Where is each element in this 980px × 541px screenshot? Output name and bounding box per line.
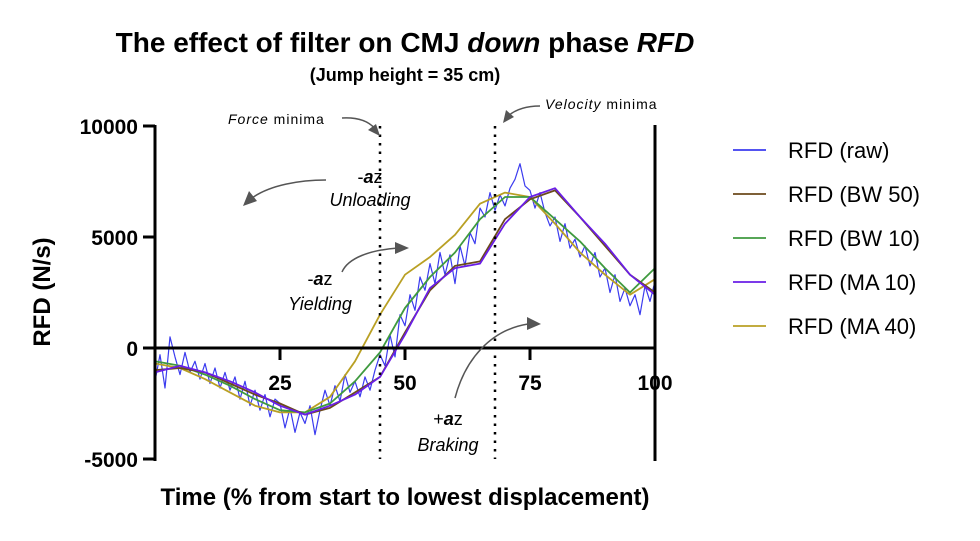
chart-title: The effect of filter on CMJ down phase R… bbox=[116, 27, 695, 58]
legend: RFD (raw) RFD (BW 50) RFD (BW 10) RFD (MA 1… bbox=[733, 138, 920, 339]
braking-arrow bbox=[454, 323, 529, 399]
velocity-minima-label: Velocity minima bbox=[545, 96, 658, 112]
series-line-rfd-ma-40 bbox=[154, 191, 656, 414]
arrowhead-icon bbox=[395, 242, 409, 254]
yielding-arrow bbox=[341, 247, 399, 273]
unloading-arrow bbox=[251, 179, 327, 199]
y-axis-label: RFD (N/s) bbox=[29, 237, 56, 346]
chart-subtitle: (Jump height = 35 cm) bbox=[310, 65, 501, 85]
arrowhead-icon bbox=[527, 317, 541, 330]
x-tick-label: 25 bbox=[268, 372, 292, 395]
arrowhead-icon bbox=[368, 124, 380, 136]
series-line-rfd-ma-10 bbox=[154, 187, 656, 416]
braking-label: Braking bbox=[417, 435, 478, 455]
yielding-label: Yielding bbox=[288, 294, 352, 314]
series-layer bbox=[154, 163, 656, 436]
arrowhead-icon bbox=[243, 191, 257, 206]
legend-label: RFD (BW 10) bbox=[788, 226, 920, 251]
series-line-rfd-bw-10 bbox=[154, 196, 656, 414]
y-tick-label: 0 bbox=[126, 338, 138, 361]
legend-label: RFD (MA 10) bbox=[788, 270, 916, 295]
legend-label: RFD (BW 50) bbox=[788, 182, 920, 207]
legend-item: RFD (raw) bbox=[733, 138, 889, 163]
legend-item: RFD (MA 10) bbox=[733, 270, 916, 295]
velocity-minima-arrow bbox=[507, 105, 541, 117]
series-line-rfd-raw bbox=[154, 163, 656, 436]
arrowhead-icon bbox=[503, 110, 514, 123]
braking-az: +az bbox=[433, 409, 463, 429]
legend-item: RFD (BW 50) bbox=[733, 182, 920, 207]
x-tick-label: 100 bbox=[637, 372, 672, 395]
y-tick-label: 5000 bbox=[91, 227, 138, 250]
legend-label: RFD (raw) bbox=[788, 138, 889, 163]
x-tick-label: 50 bbox=[393, 372, 416, 395]
unloading-label: Unloading bbox=[329, 190, 410, 210]
unloading-az: -az bbox=[357, 167, 382, 187]
force-minima-label: Force minima bbox=[228, 111, 325, 127]
yielding-az: -az bbox=[307, 269, 332, 289]
y-tick-label: -5000 bbox=[84, 449, 138, 472]
tick-layer bbox=[143, 124, 532, 461]
x-axis-label: Time (% from start to lowest displacemen… bbox=[161, 484, 650, 511]
legend-item: RFD (BW 10) bbox=[733, 226, 920, 251]
x-tick-label: 75 bbox=[518, 372, 542, 395]
legend-item: RFD (MA 40) bbox=[733, 314, 916, 339]
y-tick-label: 10000 bbox=[80, 116, 138, 139]
legend-label: RFD (MA 40) bbox=[788, 314, 916, 339]
